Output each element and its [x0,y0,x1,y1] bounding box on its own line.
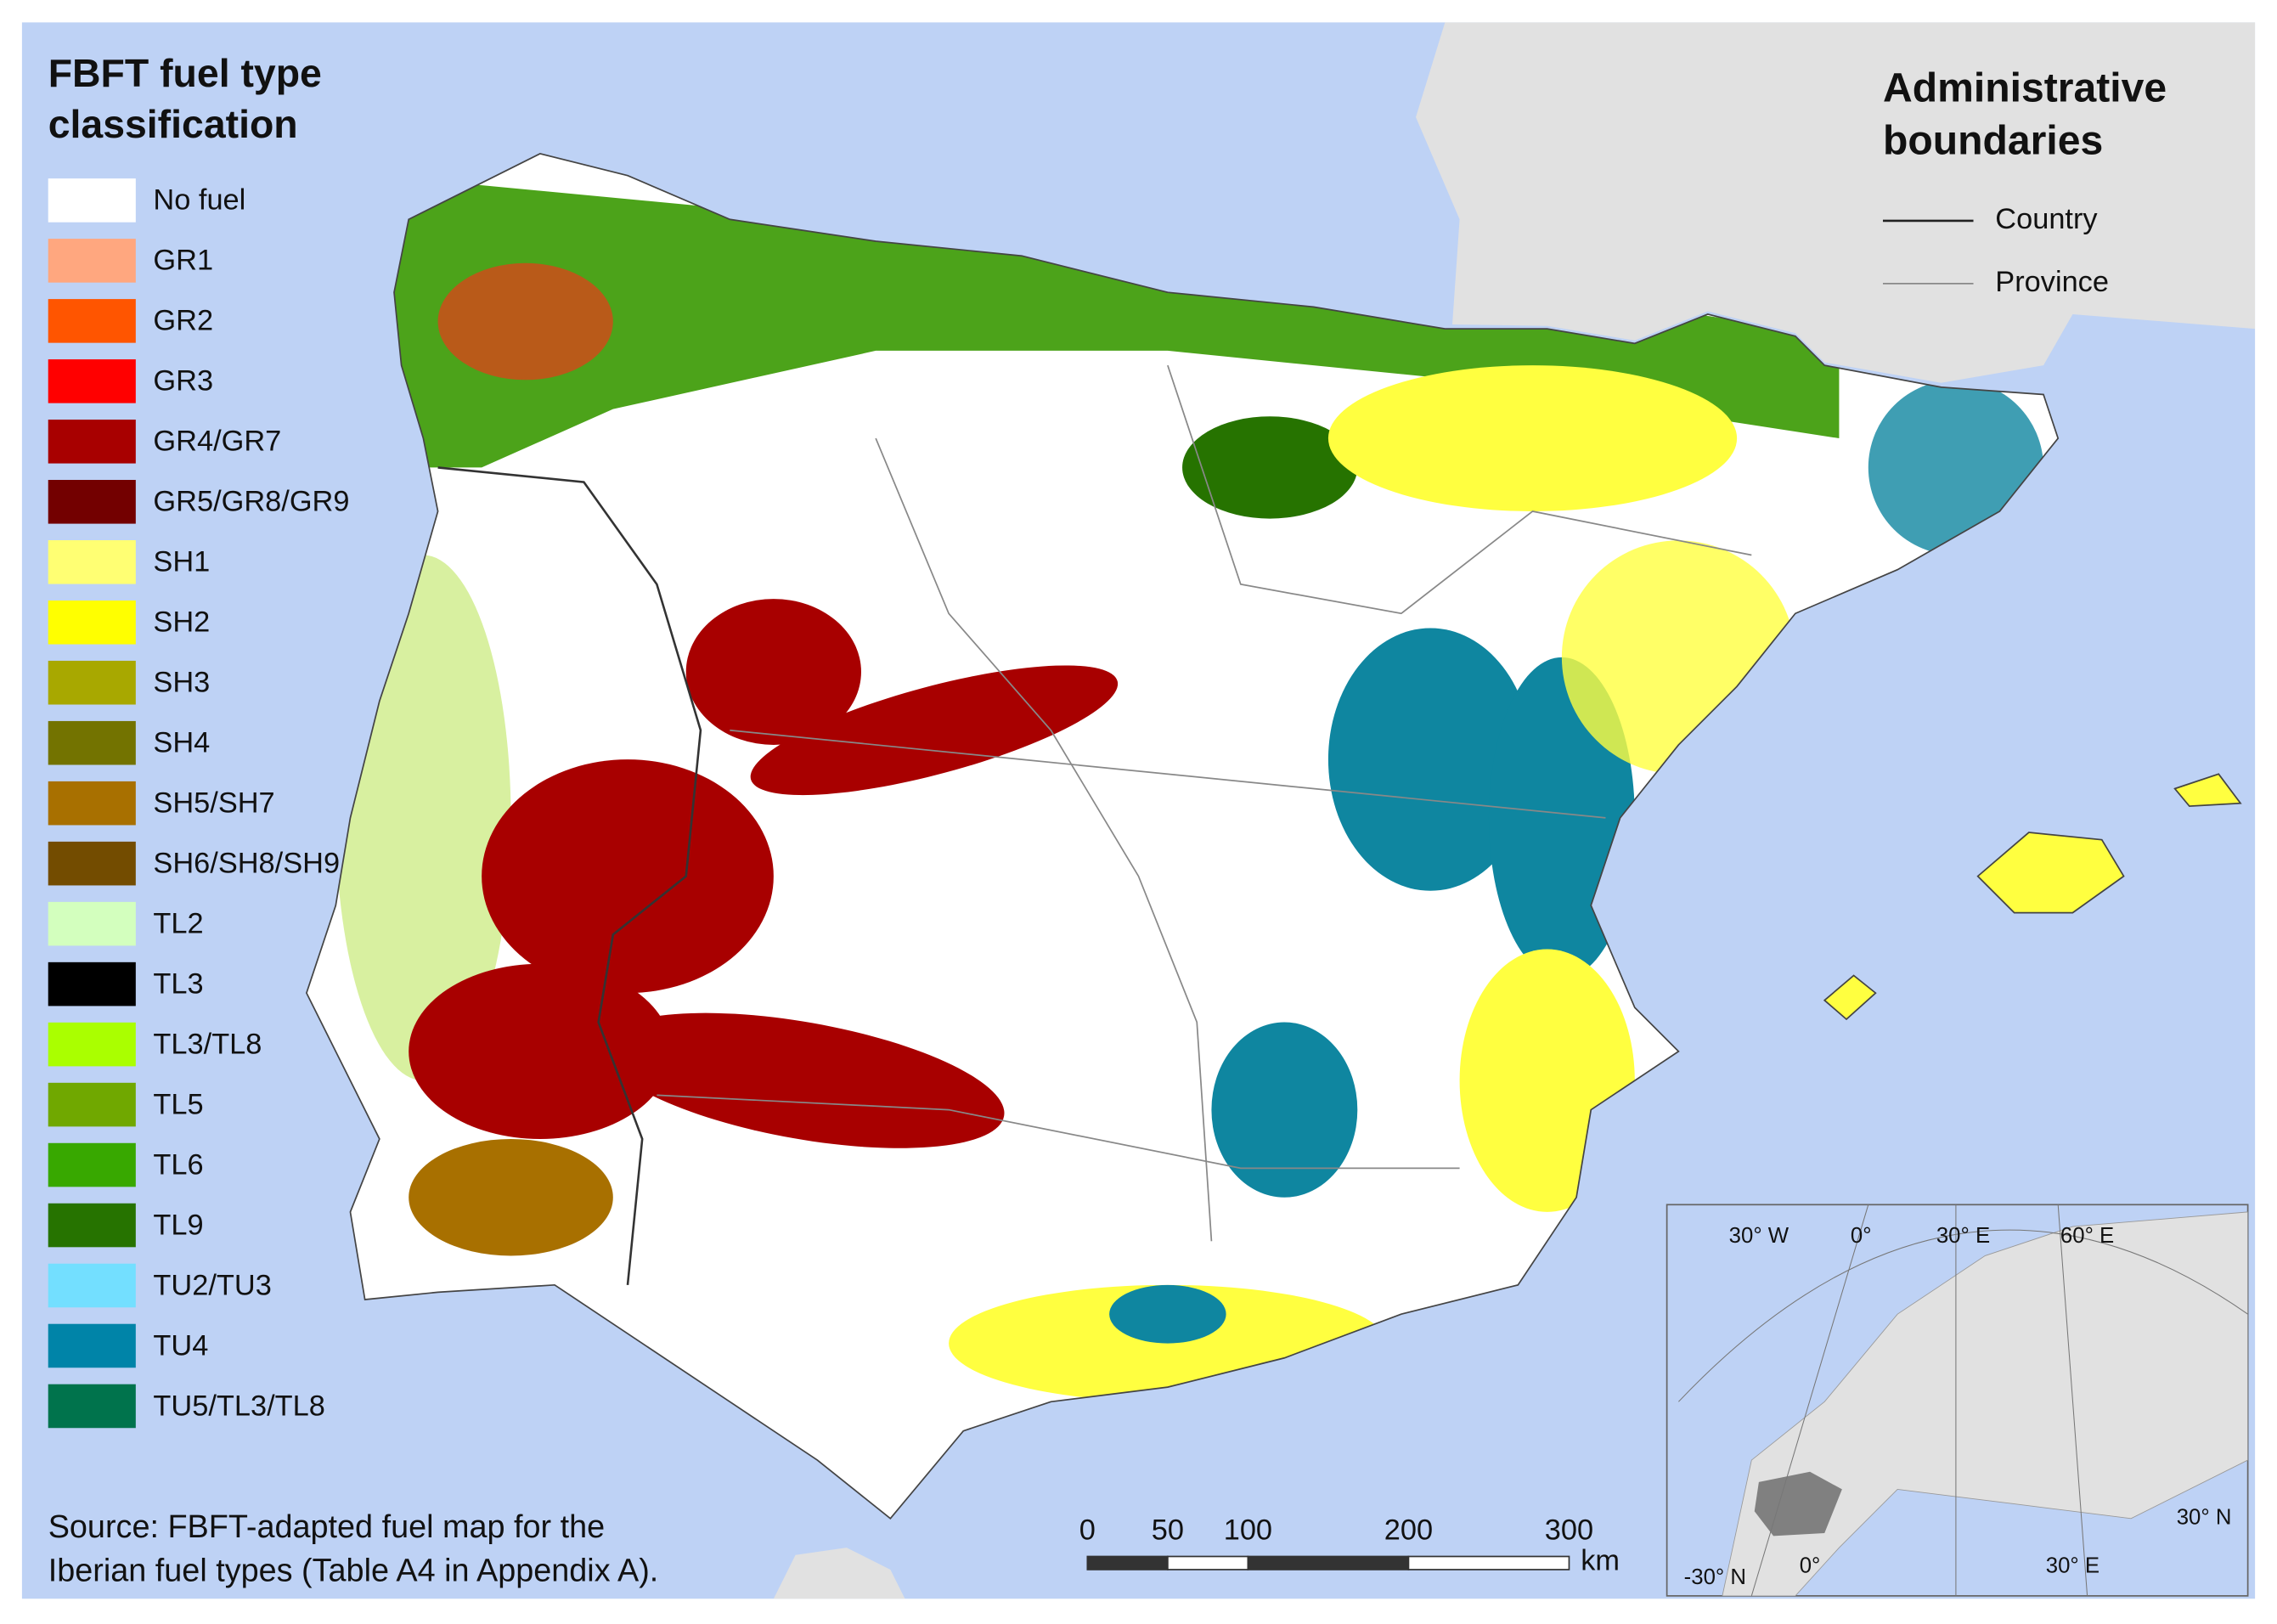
fuel-patch [409,1138,613,1256]
scale-segment [1407,1555,1570,1570]
legend-swatch [48,841,136,886]
province-border [730,729,1606,819]
country-border [437,466,702,1285]
boundary-label: Province [1995,266,2109,298]
fuel-patch [750,665,1119,796]
legend-swatch [48,239,136,283]
legend-swatch [48,781,136,826]
coastline [305,153,2060,1520]
inset-label: 0° [1800,1554,1821,1577]
scale-label: 100 [1224,1514,1272,1546]
legend-title: classification [48,102,298,146]
legend-swatch [48,1082,136,1127]
legend-label: GR1 [153,245,213,277]
fuel-patch [1182,416,1358,519]
legend-label: TL2 [153,907,203,939]
legend-swatch [48,961,136,1007]
legend-label: SH6/SH8/SH9 [153,847,340,879]
legend-label: TL5 [153,1088,203,1120]
legend-label: SH4 [153,727,210,759]
inset-label: 30° E [1936,1224,1990,1248]
boundaries-title: boundaries [1883,118,2103,164]
fuel-patch [1327,365,1738,511]
legend-label: TL9 [153,1209,203,1241]
legend-swatch [48,1022,136,1067]
inset-map: 30° W 0° 30° E 60° E 30° N -30° N 0° 30° E [1665,1204,2249,1597]
fuel-patch [1211,1022,1358,1198]
fuel-patch [437,262,613,381]
scale-segment [1247,1555,1410,1570]
legend-label: TL3 [153,967,203,1000]
graticule [1678,1204,2248,1596]
legend-swatch [48,1142,136,1187]
inset-label: 30° W [1729,1224,1789,1248]
legend-swatch [48,539,136,584]
inset-label: 0° [1851,1224,1872,1248]
legend-swatch [48,600,136,645]
legend-label: GR4/GR7 [153,426,281,458]
legend-swatch [48,359,136,403]
inset-label: -30° N [1684,1565,1746,1589]
legend-label: TU2/TU3 [153,1269,271,1301]
fuel-patch [600,1012,1005,1148]
legend-title: FBFT fuel type [48,51,322,95]
scale-label: 0 [1079,1514,1096,1546]
legend-swatch [48,420,136,464]
africa [773,1548,905,1599]
fuel-patch [1327,628,1533,891]
province-border [1167,364,1752,615]
legend-label: SH2 [153,606,210,639]
fuel-patch [1109,1284,1226,1344]
legend-swatch [48,1203,136,1248]
legend-swatch [48,299,136,343]
inset-land [1722,1211,2248,1596]
legend-swatch [48,178,136,223]
fuel-patch [482,759,774,994]
fuel-patch [685,599,861,745]
legend-label: SH3 [153,667,210,699]
legend-label: TL6 [153,1148,203,1181]
legend-label: GR5/GR8/GR9 [153,486,349,518]
inset-spain [1754,1471,1842,1537]
legend-swatch [48,1384,136,1429]
boundaries-title: Administrative [1883,65,2167,111]
legend-swatch [48,901,136,946]
menorca [2173,773,2242,808]
inset-label: 30° N [2177,1506,2232,1530]
fuel-patch [409,963,672,1139]
scale-label: 50 [1152,1514,1184,1546]
scale-segment [1086,1555,1169,1570]
france [1416,22,2256,383]
legend-swatch [48,1263,136,1308]
legend-label: TU4 [153,1329,208,1362]
legend-swatch [48,660,136,705]
legend-label: GR2 [153,305,213,337]
legend-label: SH1 [153,546,210,578]
scale-unit: km [1581,1544,1620,1576]
mallorca [1976,832,2125,914]
legend-swatch [48,480,136,524]
legend-label: SH5/SH7 [153,787,274,819]
fuel-patch [379,175,1840,468]
ibiza [1823,974,1877,1021]
scale-segment [1167,1555,1249,1570]
legend-swatch [48,1323,136,1368]
legend-label: No fuel [153,184,245,217]
legend-label: TU5/TL3/TL8 [153,1390,324,1422]
source-note: Iberian fuel types (Table A4 in Appendix… [48,1553,659,1588]
legend-label: TL3/TL8 [153,1028,262,1060]
scale-label: 300 [1545,1514,1593,1546]
inset-label: 60° E [2060,1224,2114,1248]
legend-swatch [48,720,136,765]
province-border [657,1094,1460,1170]
scale-label: 200 [1384,1514,1433,1546]
legend-label: GR3 [153,365,213,398]
inset-label: 30° E [2046,1554,2099,1577]
province-border [875,437,1213,1242]
source-note: Source: FBFT-adapted fuel map for the [48,1509,605,1545]
boundary-label: Country [1995,203,2098,235]
